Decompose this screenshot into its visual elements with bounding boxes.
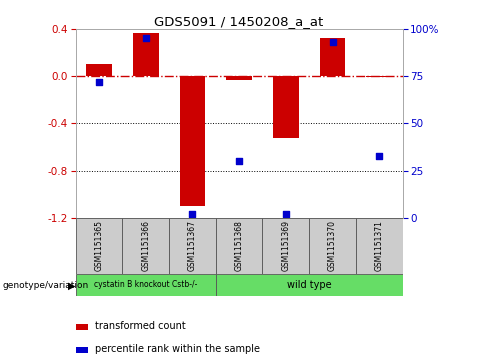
Title: GDS5091 / 1450208_a_at: GDS5091 / 1450208_a_at — [155, 15, 324, 28]
Bar — [273, 76, 299, 138]
Bar — [226, 76, 252, 80]
Bar — [169, 218, 216, 274]
Bar — [122, 218, 169, 274]
Text: GSM1151366: GSM1151366 — [141, 220, 150, 272]
Point — [375, 152, 383, 158]
Text: GSM1151365: GSM1151365 — [95, 220, 103, 272]
Point — [95, 79, 103, 85]
Bar — [356, 218, 403, 274]
Point — [328, 39, 336, 45]
Text: transformed count: transformed count — [95, 321, 186, 331]
Text: percentile rank within the sample: percentile rank within the sample — [95, 344, 260, 354]
Point — [142, 36, 150, 41]
Bar — [76, 347, 88, 353]
Text: GSM1151371: GSM1151371 — [375, 220, 384, 272]
Bar — [133, 33, 159, 76]
Bar — [86, 64, 112, 76]
Bar — [263, 218, 309, 274]
Bar — [309, 218, 356, 274]
Text: genotype/variation: genotype/variation — [2, 281, 89, 290]
Text: GSM1151368: GSM1151368 — [235, 220, 244, 272]
Bar — [366, 76, 392, 77]
Text: GSM1151369: GSM1151369 — [281, 220, 290, 272]
Text: GSM1151370: GSM1151370 — [328, 220, 337, 272]
Point — [188, 211, 196, 217]
Bar — [76, 218, 122, 274]
Bar — [216, 274, 403, 296]
Point — [282, 211, 290, 217]
Bar — [320, 38, 346, 76]
Point — [235, 158, 243, 164]
Text: ▶: ▶ — [68, 281, 76, 291]
Bar — [180, 76, 205, 206]
Bar — [76, 324, 88, 330]
Bar — [216, 218, 263, 274]
Bar — [76, 274, 216, 296]
Text: cystatin B knockout Cstb-/-: cystatin B knockout Cstb-/- — [94, 281, 197, 289]
Text: wild type: wild type — [287, 280, 331, 290]
Text: GSM1151367: GSM1151367 — [188, 220, 197, 272]
